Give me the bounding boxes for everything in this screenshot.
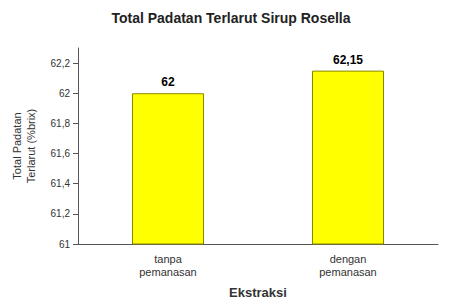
svg-text:62,15: 62,15: [333, 53, 363, 67]
svg-text:61,6: 61,6: [51, 148, 71, 159]
svg-text:pemanasan: pemanasan: [319, 266, 377, 278]
svg-text:tanpa: tanpa: [154, 253, 182, 265]
svg-text:62,2: 62,2: [51, 58, 71, 69]
svg-text:pemanasan: pemanasan: [139, 266, 197, 278]
svg-text:Total Padatan: Total Padatan: [11, 112, 23, 179]
svg-text:62: 62: [161, 75, 175, 89]
svg-text:Total Padatan Terlarut Sirup R: Total Padatan Terlarut Sirup Rosella: [111, 10, 350, 26]
svg-text:61,2: 61,2: [51, 208, 71, 219]
svg-text:62: 62: [59, 88, 71, 99]
svg-text:61,4: 61,4: [51, 178, 71, 189]
svg-text:Terlarut (%brix): Terlarut (%brix): [25, 109, 37, 184]
svg-text:dengan: dengan: [330, 253, 367, 265]
svg-text:Ekstraksi: Ekstraksi: [229, 285, 287, 300]
svg-text:61: 61: [59, 239, 71, 250]
svg-text:61,8: 61,8: [51, 118, 71, 129]
